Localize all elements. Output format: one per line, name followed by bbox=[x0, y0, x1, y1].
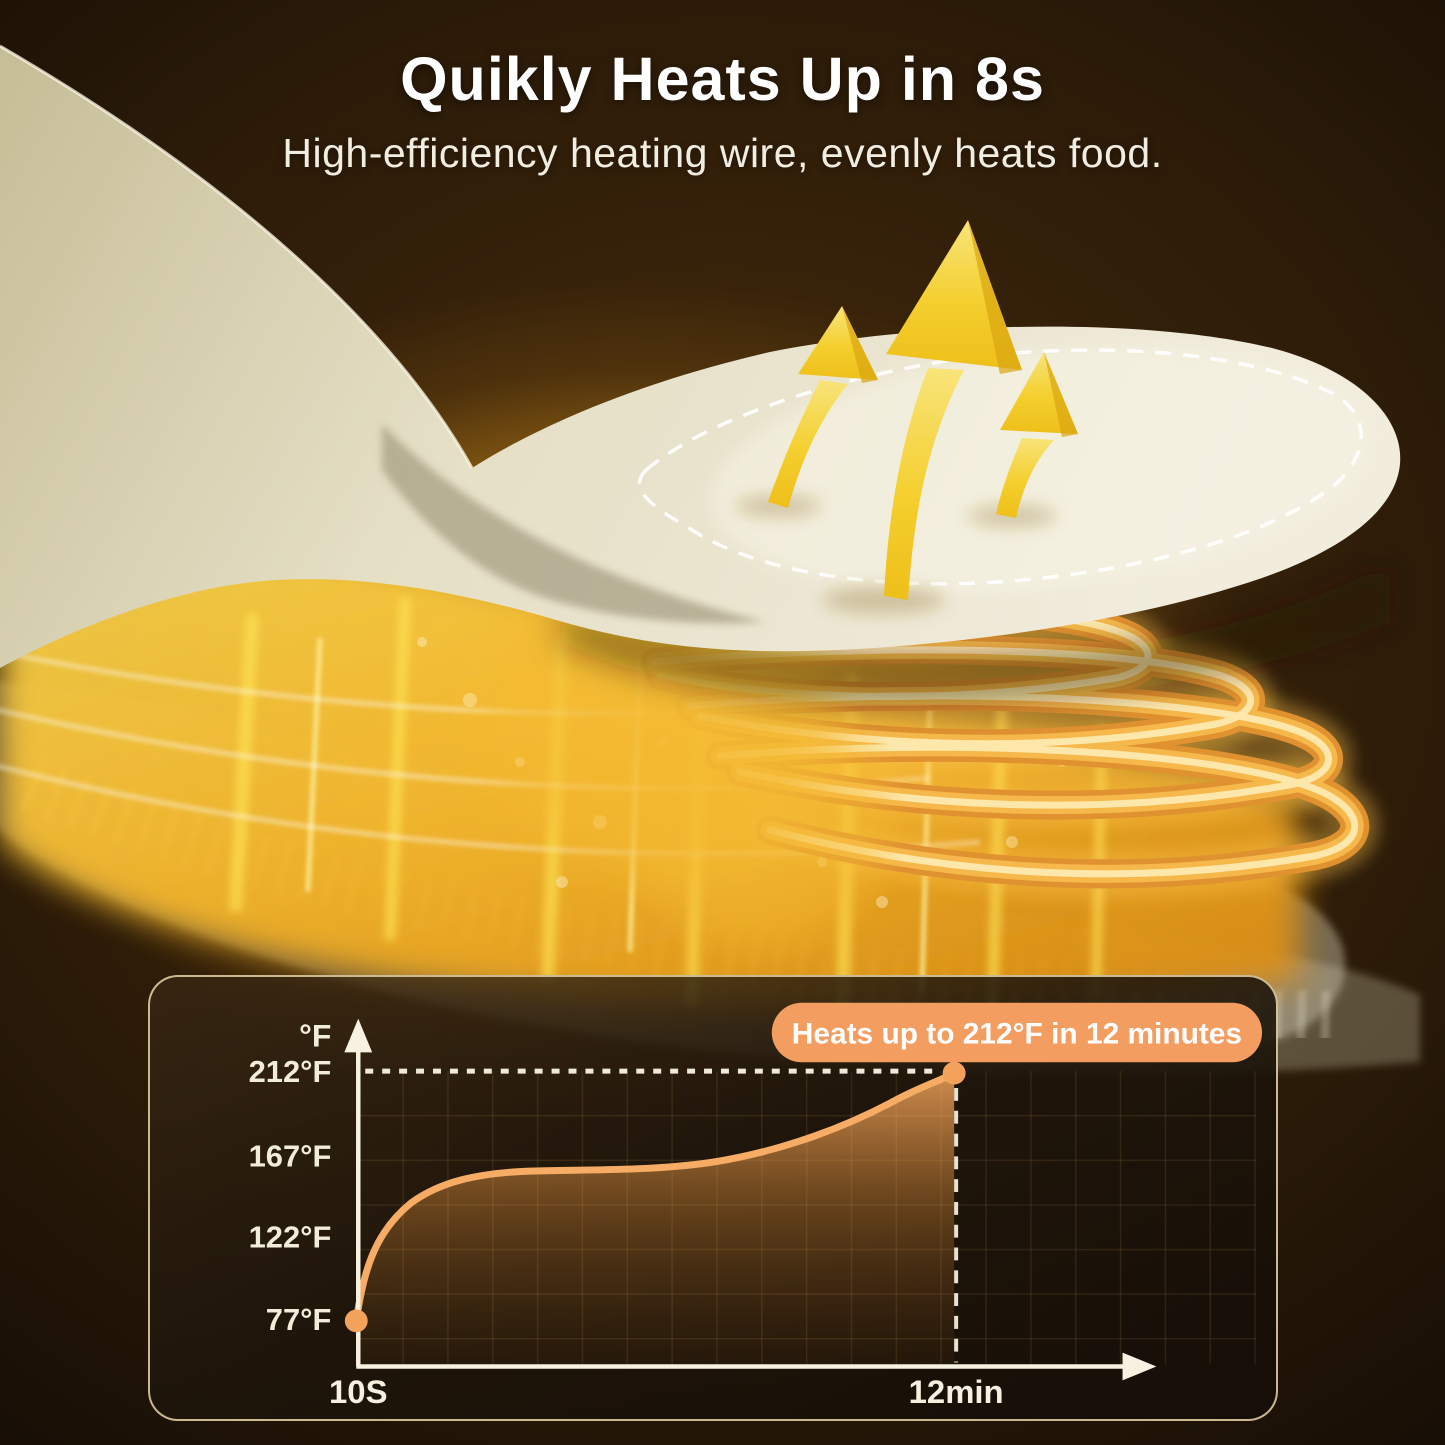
curve-area bbox=[356, 1073, 955, 1365]
chart-grid bbox=[358, 1071, 1257, 1365]
badge-label: Heats up to 212°F in 12 minutes bbox=[792, 1017, 1242, 1050]
temperature-chart-panel: Heats up to 212°F in 12 minutes °F 212°F… bbox=[148, 975, 1278, 1421]
y-tick-167: 167°F bbox=[249, 1138, 332, 1173]
y-tick-212: 212°F bbox=[249, 1054, 332, 1089]
tray-dashed-seal bbox=[637, 348, 1363, 586]
y-axis-unit: °F bbox=[299, 1017, 331, 1053]
y-tick-122: 122°F bbox=[249, 1220, 332, 1255]
heat-arrow-icon bbox=[884, 220, 1022, 600]
start-data-point bbox=[344, 1309, 368, 1333]
x-tick-12min: 12min bbox=[909, 1373, 1004, 1410]
temperature-chart: Heats up to 212°F in 12 minutes °F 212°F… bbox=[249, 1002, 1263, 1410]
temperature-curve bbox=[352, 1069, 958, 1325]
header: Quikly Heats Up in 8s High-efficiency he… bbox=[0, 44, 1445, 177]
heat-arrow-icon bbox=[996, 352, 1078, 518]
y-axis-arrow bbox=[344, 1018, 373, 1053]
x-axis-arrow bbox=[1122, 1352, 1157, 1381]
page-subtitle: High-efficiency heating wire, evenly hea… bbox=[282, 130, 1163, 176]
x-tick-10s: 10S bbox=[329, 1373, 387, 1410]
end-data-point bbox=[942, 1061, 966, 1085]
y-tick-77: 77°F bbox=[266, 1302, 332, 1337]
heats-up-badge: Heats up to 212°F in 12 minutes bbox=[771, 1002, 1263, 1063]
page-title: Quikly Heats Up in 8s bbox=[400, 45, 1045, 113]
heat-arrows bbox=[736, 220, 1078, 614]
tray-shadow bbox=[560, 562, 1390, 705]
heat-arrow-icon bbox=[768, 306, 878, 508]
